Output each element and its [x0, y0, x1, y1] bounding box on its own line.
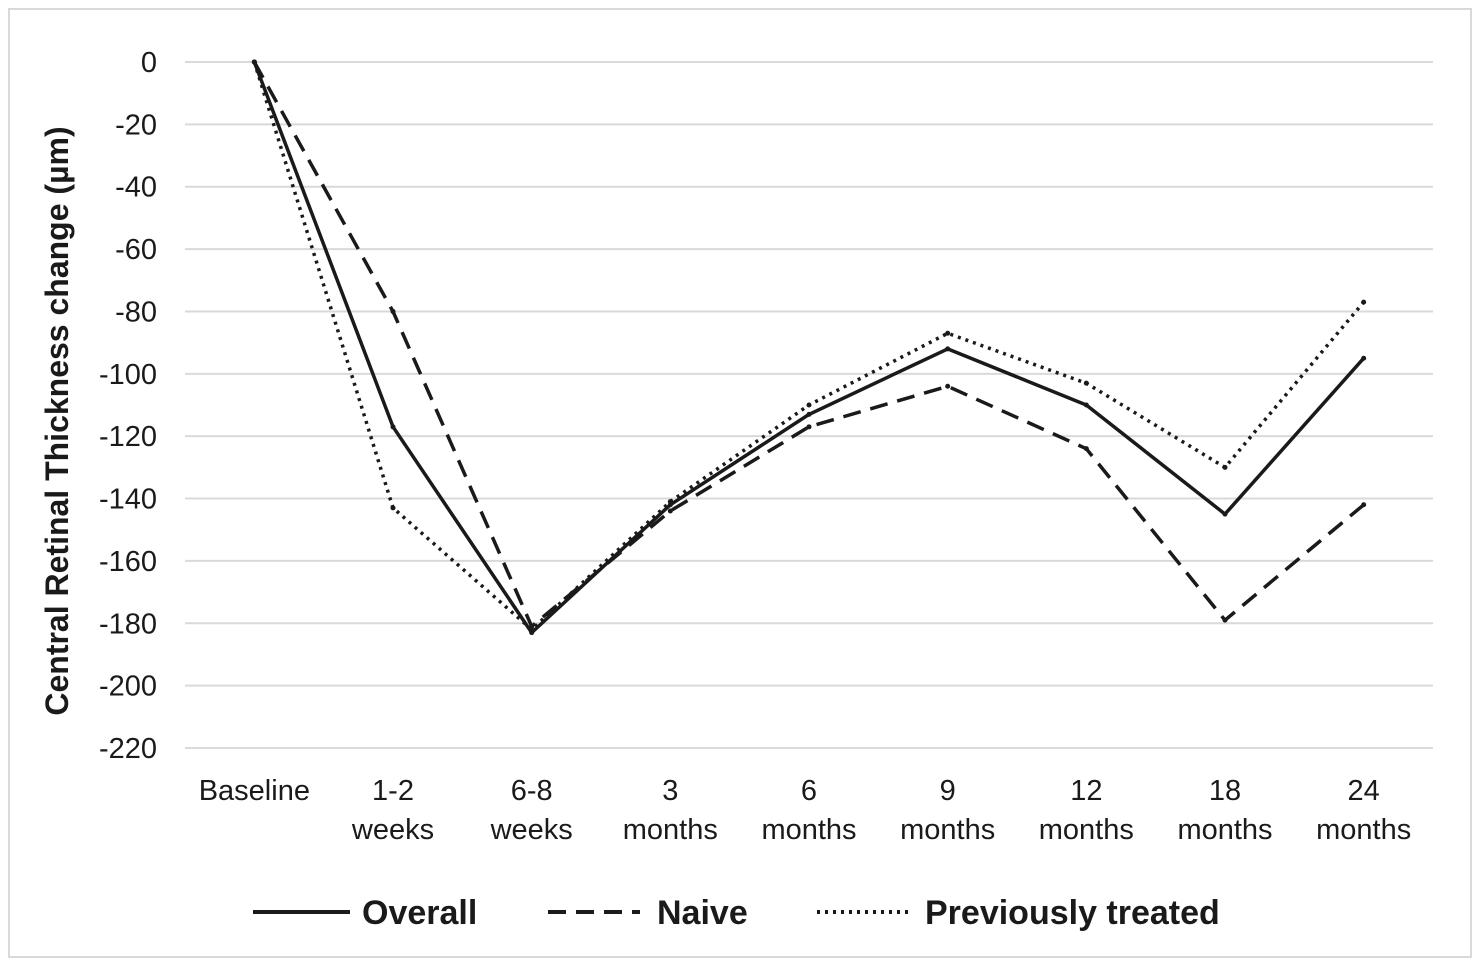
y-tick-label: -140	[99, 484, 157, 516]
data-point	[1083, 446, 1089, 452]
x-tick-label: months	[761, 814, 856, 846]
y-tick-label: -120	[99, 421, 157, 453]
data-point	[945, 383, 951, 389]
y-tick-label: -180	[99, 608, 157, 640]
data-point	[806, 424, 812, 430]
y-tick-label: -20	[115, 109, 157, 141]
data-point	[1361, 502, 1367, 508]
x-tick-label: months	[1177, 814, 1272, 846]
y-tick-label: -100	[99, 359, 157, 391]
x-tick-label: 3	[662, 775, 678, 807]
data-point	[1222, 511, 1228, 517]
data-point	[1222, 617, 1228, 623]
legend: Overall Naive Previously treated	[253, 894, 1220, 932]
chart-frame	[8, 8, 1472, 958]
x-tick-label: weeks	[490, 814, 573, 846]
data-point	[1083, 380, 1089, 386]
series-line-previously-treated	[252, 61, 1366, 632]
legend-label: Naive	[657, 894, 748, 932]
y-tick-label: -200	[99, 671, 157, 703]
data-point	[1083, 402, 1089, 408]
x-tick-label: 1-2	[372, 775, 414, 807]
y-tick-label: -220	[99, 733, 157, 765]
y-tick-labels: 0 -20 -40 -60 -80 -100 -120 -140 -160 -180 -200 -22…	[99, 47, 157, 765]
data-point	[390, 505, 396, 511]
x-tick-label: 12	[1070, 775, 1102, 807]
data-point	[390, 424, 396, 430]
data-point	[1361, 355, 1367, 361]
x-tick-labels: Baseline 1-2 weeks 6-8 weeks 3 months 6 months 9 m…	[199, 775, 1412, 846]
data-point	[945, 330, 951, 336]
series-lines	[251, 59, 1367, 636]
data-point	[945, 346, 951, 352]
x-tick-label: weeks	[351, 814, 434, 846]
data-point	[1222, 464, 1228, 470]
x-tick-label: months	[900, 814, 995, 846]
x-tick-label: months	[1316, 814, 1411, 846]
x-tick-label: 24	[1348, 775, 1380, 807]
data-point	[806, 411, 812, 417]
data-point	[667, 499, 673, 505]
x-tick-label: months	[623, 814, 718, 846]
y-tick-label: -40	[115, 172, 157, 204]
x-tick-label: Baseline	[199, 775, 310, 807]
y-tick-label: -160	[99, 546, 157, 578]
data-point	[529, 627, 535, 633]
y-tick-label: -80	[115, 296, 157, 328]
data-point	[1361, 299, 1367, 305]
legend-label: Previously treated	[925, 894, 1220, 932]
y-tick-label: 0	[141, 47, 157, 79]
y-axis-label: Central Retinal Thickness change (µm)	[39, 126, 75, 715]
series-line-naive	[252, 61, 1365, 629]
x-tick-label: 6-8	[511, 775, 553, 807]
x-tick-label: 9	[940, 775, 956, 807]
data-point	[667, 508, 673, 514]
data-point	[806, 402, 812, 408]
x-tick-label: 18	[1209, 775, 1241, 807]
legend-label: Overall	[362, 894, 477, 932]
series-line-overall	[252, 61, 1366, 635]
y-tick-label: -60	[115, 234, 157, 266]
data-point	[390, 308, 396, 314]
gridlines	[185, 61, 1433, 749]
x-tick-label: months	[1039, 814, 1134, 846]
x-tick-label: 6	[801, 775, 817, 807]
data-point	[251, 59, 257, 65]
